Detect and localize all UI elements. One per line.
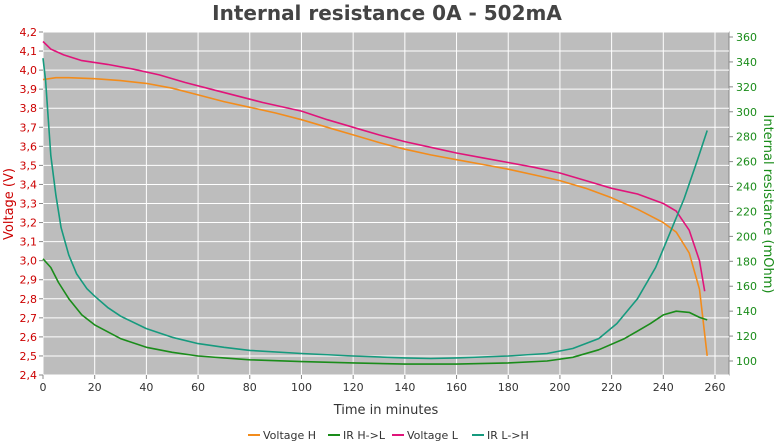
right-tick-label: 280 <box>736 131 757 144</box>
left-tick-label: 3,3 <box>20 198 38 211</box>
left-tick-label: 3,2 <box>20 217 38 230</box>
left-tick-label: 4,0 <box>20 64 38 77</box>
right-tick-label: 300 <box>736 106 757 119</box>
left-tick-label: 3,0 <box>20 255 38 268</box>
chart-title: Internal resistance 0A - 502mA <box>212 1 562 25</box>
left-tick-label: 2,9 <box>20 274 38 287</box>
x-tick-label: 40 <box>139 381 153 394</box>
right-tick-label: 260 <box>736 156 757 169</box>
x-tick-label: 220 <box>601 381 622 394</box>
right-axis-label: Internal resistance (mOhm) <box>760 115 774 294</box>
x-tick-label: 260 <box>705 381 726 394</box>
x-tick-label: 120 <box>343 381 364 394</box>
left-tick-label: 3,7 <box>20 121 38 134</box>
x-tick-label: 100 <box>291 381 312 394</box>
x-tick-label: 240 <box>653 381 674 394</box>
right-tick-label: 140 <box>736 305 757 318</box>
left-tick-label: 4,1 <box>20 45 38 58</box>
left-tick-label: 2,7 <box>20 312 38 325</box>
legend-item: Voltage L <box>407 429 459 442</box>
legend: Voltage H IR H->L Voltage L IR L->H <box>248 429 529 442</box>
left-tick-label: 3,9 <box>20 83 38 96</box>
right-tick-label: 100 <box>736 355 757 368</box>
x-tick-label: 180 <box>498 381 519 394</box>
left-tick-label: 4,2 <box>20 26 38 39</box>
right-tick-label: 120 <box>736 330 757 343</box>
right-tick-label: 220 <box>736 205 757 218</box>
x-tick-label: 200 <box>549 381 570 394</box>
legend-item: IR L->H <box>487 429 529 442</box>
left-tick-label: 3,1 <box>20 236 38 249</box>
right-tick-label: 360 <box>736 31 757 44</box>
right-tick-label: 160 <box>736 280 757 293</box>
series-line-voltage-l <box>42 40 706 292</box>
left-axis-label: Voltage (V) <box>2 168 17 240</box>
left-tick-label: 3,4 <box>20 178 38 191</box>
legend-item: IR H->L <box>343 429 386 442</box>
right-axis-ticks: 100 120 140 160 180 200 220 240 260 280 300 320 340 3… <box>729 31 757 368</box>
left-tick-label: 2,4 <box>20 369 38 382</box>
series-lines <box>42 40 708 365</box>
right-tick-label: 200 <box>736 230 757 243</box>
left-tick-label: 3,5 <box>20 159 38 172</box>
x-axis-ticks: 0 20 40 60 80 100 120 140 160 180 200 220 240 260 <box>40 375 726 394</box>
x-tick-label: 160 <box>446 381 467 394</box>
right-tick-label: 340 <box>736 56 757 69</box>
right-tick-label: 180 <box>736 255 757 268</box>
series-line-voltage-h <box>42 76 708 356</box>
left-tick-label: 2,6 <box>20 331 38 344</box>
legend-item: Voltage H <box>263 429 316 442</box>
x-tick-label: 60 <box>191 381 205 394</box>
right-tick-label: 320 <box>736 81 757 94</box>
left-axis-ticks: 2,4 2,5 2,6 2,7 2,8 2,9 3,0 3,1 3,2 3,3 3,4 3,5 3,6 3… <box>20 26 43 382</box>
x-tick-label: 20 <box>88 381 102 394</box>
left-tick-label: 2,5 <box>20 350 38 363</box>
x-axis-label: Time in minutes <box>333 403 439 418</box>
left-tick-label: 2,8 <box>20 293 38 306</box>
left-tick-label: 3,6 <box>20 140 38 153</box>
x-tick-label: 80 <box>243 381 257 394</box>
left-tick-label: 3,8 <box>20 102 38 115</box>
series-line-ir-h-l <box>42 258 708 365</box>
series-line-ir-l-h <box>42 58 708 360</box>
x-tick-label: 140 <box>394 381 415 394</box>
x-tick-label: 0 <box>40 381 47 394</box>
right-tick-label: 240 <box>736 181 757 194</box>
